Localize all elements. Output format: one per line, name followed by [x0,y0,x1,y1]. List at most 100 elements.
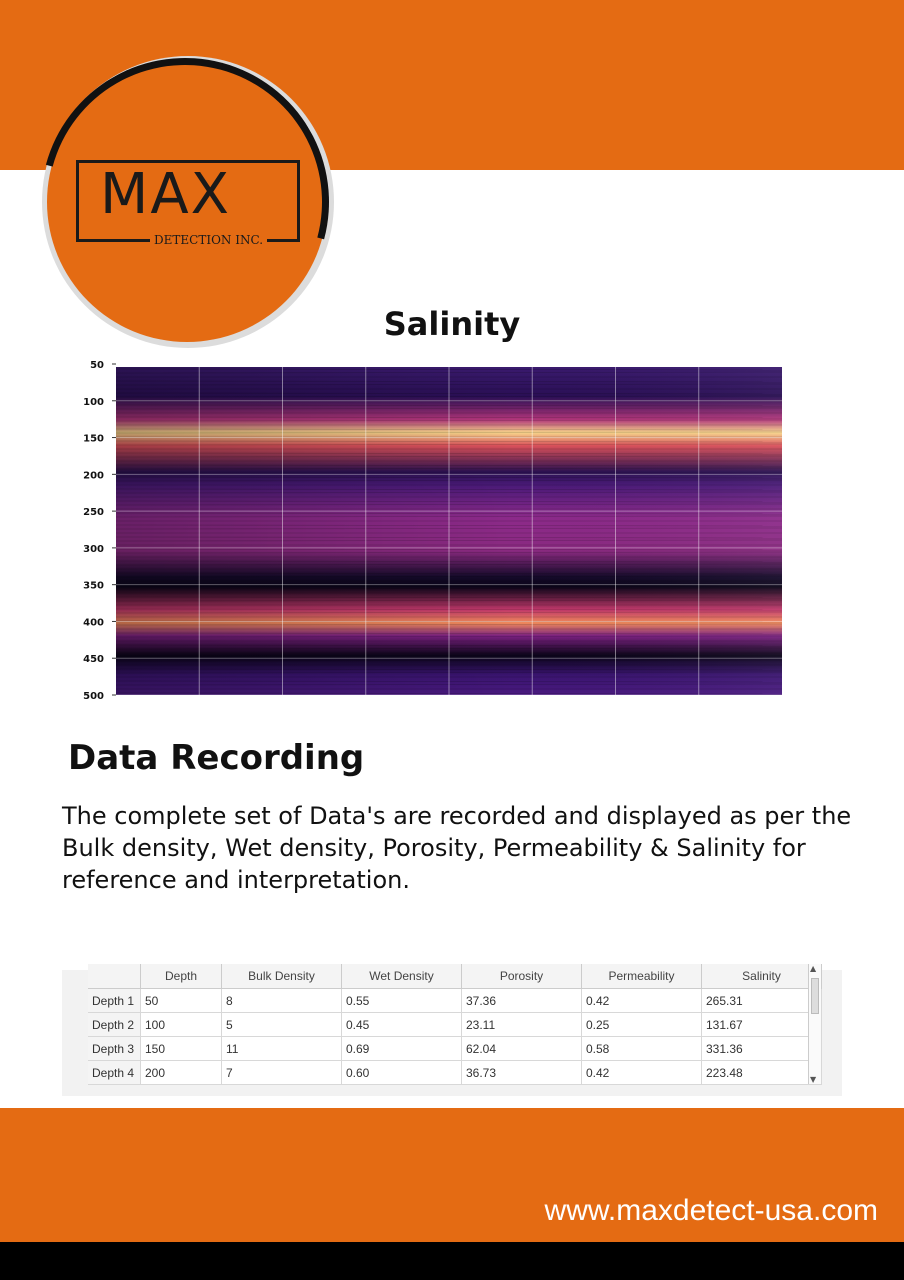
table-row[interactable]: Depth 2 100 5 0.45 23.11 0.25 131.67 [88,1012,822,1037]
cell-porosity[interactable]: 62.04 [461,1036,582,1061]
contour-line [115,515,783,518]
contour-line [115,455,783,458]
column-header-salinity[interactable]: Salinity [701,964,822,989]
logo-subtitle: DETECTION INC. [150,233,268,247]
contour-line [115,644,783,647]
section-title: Data Recording [68,738,365,778]
contour-line [115,656,783,659]
y-tick-label: 50 [90,360,104,371]
column-header-bulk-density[interactable]: Bulk Density [221,964,342,989]
table-row[interactable]: Depth 4 200 7 0.60 36.73 0.42 223.48 [88,1060,822,1085]
contour-line [115,548,783,551]
scroll-up-arrow-icon[interactable]: ▲ [810,964,817,973]
cell-depth[interactable]: 150 [140,1036,222,1061]
contour-line [115,524,783,527]
contour-line [115,467,783,470]
contour-line [115,395,783,398]
heatmap-shade [116,367,782,695]
y-tick-label: 100 [83,397,104,408]
y-axis: 50 100 150 200 250 300 350 400 450 500 [83,360,782,702]
cell-wet-density[interactable]: 0.60 [341,1060,462,1085]
contour-line [115,500,783,503]
cell-salinity[interactable]: 223.48 [701,1060,822,1085]
contour-line [115,575,783,578]
y-tick-label: 250 [83,507,104,518]
contour-line [115,371,783,374]
cell-bulk-density[interactable]: 5 [221,1012,342,1037]
cell-permeability[interactable]: 0.42 [581,988,702,1013]
footer-band [0,1108,904,1242]
cell-wet-density[interactable]: 0.45 [341,1012,462,1037]
cell-salinity[interactable]: 331.36 [701,1036,822,1061]
cell-wet-density[interactable]: 0.55 [341,988,462,1013]
contour-line [115,623,783,626]
scroll-down-arrow-icon[interactable]: ▼ [810,1075,817,1084]
salinity-chart: 50 100 150 200 250 300 350 400 450 500 [60,352,800,712]
contour-line [115,527,783,530]
contour-line [115,431,783,434]
contour-line [115,560,783,563]
y-tick-label: 150 [83,434,104,445]
scroll-thumb[interactable] [811,978,819,1014]
contour-line [115,512,783,515]
contour-line [115,443,783,446]
salinity-heatmap: 50 100 150 200 250 300 350 400 450 500 [83,360,783,702]
contour-line [115,416,783,419]
cell-permeability[interactable]: 0.58 [581,1036,702,1061]
contour-line [115,611,783,614]
cell-depth[interactable]: 50 [140,988,222,1013]
table-row[interactable]: Depth 1 50 8 0.55 37.36 0.42 265.31 [88,988,822,1013]
contour-line [115,380,783,383]
row-header[interactable]: Depth 2 [88,1012,141,1037]
y-tick-label: 300 [83,544,104,555]
row-header[interactable]: Depth 4 [88,1060,141,1085]
contour-line [115,491,783,494]
cell-wet-density[interactable]: 0.69 [341,1036,462,1061]
y-tick-label: 500 [83,691,104,702]
cell-bulk-density[interactable]: 11 [221,1036,342,1061]
contour-line [115,668,783,671]
contour-line [115,671,783,674]
cell-porosity[interactable]: 36.73 [461,1060,582,1085]
cell-bulk-density[interactable]: 7 [221,1060,342,1085]
column-header-depth[interactable]: Depth [140,964,222,989]
cell-permeability[interactable]: 0.42 [581,1060,702,1085]
contour-line [115,683,783,686]
cell-salinity[interactable]: 265.31 [701,988,822,1013]
website-link[interactable]: www.maxdetect-usa.com [544,1194,878,1227]
y-tick-label: 350 [83,581,104,592]
contour-line [115,392,783,395]
cell-depth[interactable]: 200 [140,1060,222,1085]
contour-line [115,428,783,431]
contour-line [115,680,783,683]
cell-depth[interactable]: 100 [140,1012,222,1037]
table-scrollbar[interactable]: ▲ ▼ [808,964,821,1084]
contour-line [115,404,783,407]
column-header-permeability[interactable]: Permeability [581,964,702,989]
contour-line [115,659,783,662]
y-tick-label: 200 [83,470,104,481]
cell-porosity[interactable]: 23.11 [461,1012,582,1037]
contour-line [115,452,783,455]
column-header-wet-density[interactable]: Wet Density [341,964,462,989]
contour-line [115,479,783,482]
logo-circle [47,62,327,342]
chart-title: Salinity [383,305,521,343]
contour-line [115,599,783,602]
row-header[interactable]: Depth 1 [88,988,141,1013]
bottom-bar [0,1242,904,1280]
cell-porosity[interactable]: 37.36 [461,988,582,1013]
cell-salinity[interactable]: 131.67 [701,1012,822,1037]
column-header-porosity[interactable]: Porosity [461,964,582,989]
row-header[interactable]: Depth 3 [88,1036,141,1061]
contour-line [115,584,783,587]
cell-permeability[interactable]: 0.25 [581,1012,702,1037]
contour-line [115,596,783,599]
contour-line [115,539,783,542]
cell-bulk-density[interactable]: 8 [221,988,342,1013]
contour-line [115,551,783,554]
contour-lines [115,368,783,695]
data-table: Depth Bulk Density Wet Density Porosity … [88,964,822,1085]
contour-line [115,407,783,410]
table-row[interactable]: Depth 3 150 11 0.69 62.04 0.58 331.36 [88,1036,822,1061]
